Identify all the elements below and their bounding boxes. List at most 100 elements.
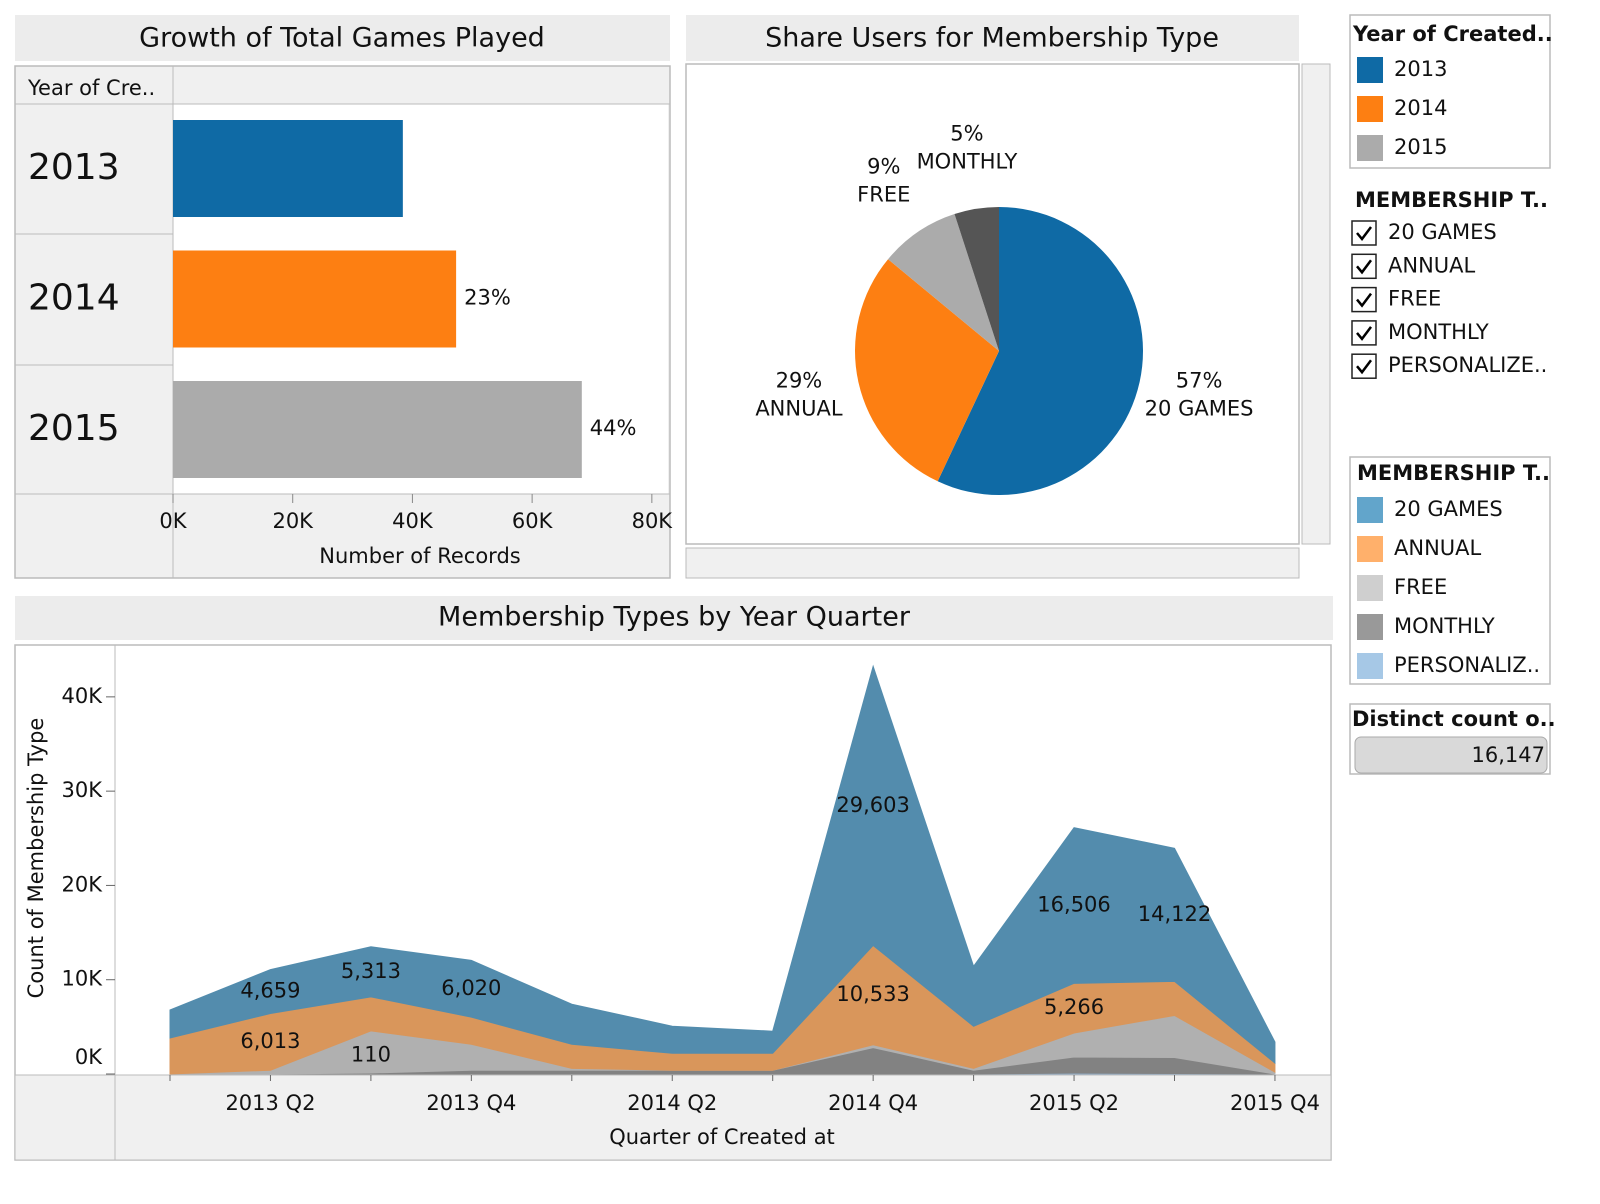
data-label: 110 [351, 1042, 391, 1066]
y-tick-label: 10K [62, 967, 104, 991]
x-tick-label: 2015 Q2 [1029, 1091, 1119, 1115]
legend-swatch [1357, 536, 1383, 562]
summary-title: Distinct count o.. [1352, 707, 1556, 731]
y-tick-label: 0K [75, 1045, 103, 1069]
y-tick-label: 20K [62, 872, 104, 896]
summary-box [1349, 703, 1551, 775]
data-label: 10,533 [836, 982, 909, 1006]
slice-category-label: FREE [857, 182, 910, 206]
chart-title: Membership Types by Year Quarter [438, 602, 911, 633]
checkmark [1356, 226, 1372, 242]
chart-title: Growth of Total Games Played [139, 23, 545, 54]
x-tick-label: 2014 Q2 [627, 1091, 717, 1115]
scrollbar[interactable] [1301, 63, 1331, 545]
y-axis-title: Count of Membership Type [24, 718, 48, 999]
checkbox[interactable] [1351, 320, 1377, 346]
title-bar [15, 15, 670, 61]
filter-title: MEMBERSHIP T.. [1355, 188, 1548, 212]
x-tick-label: 2015 Q4 [1230, 1091, 1320, 1115]
slider[interactable] [1354, 736, 1548, 774]
legend-swatch [1357, 96, 1383, 122]
summary-value: 16,147 [1472, 743, 1545, 767]
legend-label: PERSONALIZ.. [1394, 653, 1540, 677]
legend-swatch [1357, 135, 1383, 161]
area [169, 664, 1276, 1065]
panel [685, 63, 1300, 545]
filter-label[interactable]: MONTHLY [1388, 320, 1489, 344]
x-tick-label: 20K [272, 509, 314, 533]
checkmark [1356, 292, 1372, 308]
pie-slice [854, 259, 999, 482]
row-header: Year of Cre.. [27, 76, 155, 100]
data-label: 14,122 [1138, 902, 1211, 926]
slice-category-label: 20 GAMES [1145, 397, 1254, 421]
data-label: 6,020 [441, 976, 501, 1000]
x-tick-label: 2013 Q2 [225, 1091, 315, 1115]
pie-slice [937, 207, 1143, 495]
legend-swatch [1357, 614, 1383, 640]
axis-band [14, 1074, 1332, 1161]
checkmark [1356, 359, 1372, 375]
y-tick-label: 30K [62, 778, 104, 802]
x-axis-title: Quarter of Created at [609, 1125, 835, 1149]
bar [173, 250, 457, 348]
legend-label: ANNUAL [1394, 536, 1482, 560]
filter-label[interactable]: 20 GAMES [1388, 220, 1497, 244]
legend-label: 2015 [1394, 135, 1447, 159]
legend-swatch [1357, 57, 1383, 83]
data-label: 4,659 [240, 979, 300, 1003]
checkbox[interactable] [1351, 286, 1377, 313]
x-axis-title: Number of Records [319, 544, 520, 568]
bar [173, 120, 403, 217]
bar-annotation: 23% [464, 286, 511, 310]
slice-value-label: 29% [776, 369, 823, 393]
title-bar [686, 15, 1299, 61]
slice-value-label: 9% [867, 154, 900, 178]
pie-slice [888, 214, 999, 351]
legend-label: 2014 [1394, 96, 1447, 120]
checkmark [1356, 326, 1372, 341]
row-label: 2013 [28, 147, 120, 188]
checkbox[interactable] [1351, 253, 1377, 280]
x-tick-label: 40K [392, 509, 434, 533]
legend-title: MEMBERSHIP T.. [1357, 461, 1550, 485]
data-label: 6,013 [240, 1029, 300, 1053]
legend-box [1349, 456, 1551, 685]
bar-annotation: 44% [590, 416, 637, 440]
legend-swatch [1357, 653, 1383, 679]
filter-label[interactable]: PERSONALIZE.. [1388, 353, 1547, 377]
slice-category-label: MONTHLY [917, 150, 1018, 174]
legend-swatch [1357, 575, 1383, 601]
data-label: 16,506 [1037, 893, 1110, 917]
scrollbar[interactable] [685, 547, 1300, 579]
data-label: 5,313 [341, 959, 401, 983]
data-label: 5,266 [1044, 995, 1104, 1019]
x-tick-label: 80K [632, 509, 674, 533]
bar [173, 381, 582, 478]
slice-value-label: 5% [950, 122, 983, 146]
legend-label: 20 GAMES [1394, 497, 1503, 521]
checkmark [1356, 259, 1372, 275]
slice-value-label: 57% [1176, 369, 1223, 393]
y-tick-label: 40K [62, 684, 104, 708]
legend-label: 2013 [1394, 57, 1447, 81]
checkbox[interactable] [1351, 220, 1377, 246]
x-tick-label: 2014 Q4 [828, 1091, 918, 1115]
checkbox[interactable] [1351, 353, 1377, 379]
x-tick-label: 2013 Q4 [426, 1091, 516, 1115]
row-label: 2015 [28, 408, 120, 449]
row-label: 2014 [28, 278, 120, 319]
x-tick-label: 0K [159, 509, 187, 533]
legend-label: MONTHLY [1394, 614, 1495, 638]
slice-category-label: ANNUAL [755, 397, 843, 421]
legend-box [1349, 14, 1551, 169]
legend-swatch [1357, 497, 1383, 523]
pie-slice [954, 207, 999, 351]
filter-label[interactable]: FREE [1388, 287, 1441, 311]
filter-label[interactable]: ANNUAL [1388, 253, 1476, 277]
legend-label: FREE [1394, 575, 1447, 599]
title-bar [15, 596, 1333, 640]
legend-title: Year of Created.. [1352, 22, 1553, 46]
